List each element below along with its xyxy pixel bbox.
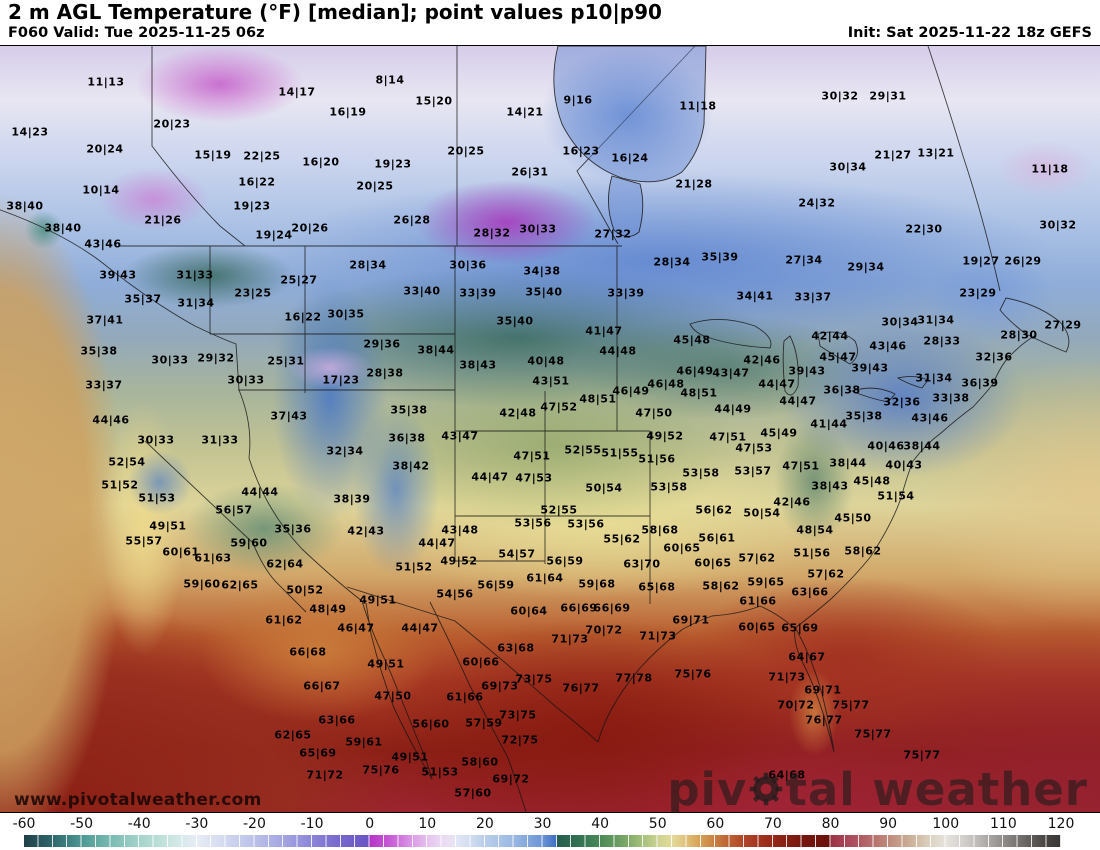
mb-on-border bbox=[576, 46, 696, 245]
colorbar-tick: 80 bbox=[821, 816, 840, 832]
colorbar-tick: -40 bbox=[127, 816, 151, 832]
colorbar-tick: -30 bbox=[185, 816, 209, 832]
colorbar-tick: 30 bbox=[533, 816, 552, 832]
valid-time: F060 Valid: Tue 2025-11-25 06z bbox=[8, 25, 265, 41]
page-title: 2 m AGL Temperature (°F) [median]; point… bbox=[8, 0, 662, 24]
ca-nv-border bbox=[144, 440, 307, 613]
colorbar-tick: 90 bbox=[879, 816, 898, 832]
header: 2 m AGL Temperature (°F) [median]; point… bbox=[0, 0, 1100, 45]
hudson-bay bbox=[553, 46, 707, 183]
us-mexico-border bbox=[346, 586, 599, 743]
lake-erie bbox=[850, 387, 896, 403]
colorbar-tick: 100 bbox=[932, 816, 960, 832]
colorbar-tick: 20 bbox=[475, 816, 494, 832]
init-time: Init: Sat 2025-11-22 18z GEFS bbox=[847, 25, 1092, 41]
colorbar-tick: 110 bbox=[990, 816, 1017, 832]
colorbar-tick: 60 bbox=[706, 816, 725, 832]
brand-text-pre: piv bbox=[667, 762, 748, 816]
lake-superior bbox=[689, 319, 772, 349]
pacific-coastline bbox=[0, 209, 433, 780]
colorbar: -60 -50 -40 -30 -20 -10 0 10 20 30 40 50 60 70 80 90 100… bbox=[0, 813, 1100, 850]
colorbar-tick: -10 bbox=[300, 816, 324, 832]
colorbar-tick: 40 bbox=[591, 816, 610, 832]
nova-scotia bbox=[999, 297, 1070, 353]
temperature-map bbox=[0, 45, 1100, 813]
colorbar-tick: 50 bbox=[648, 816, 667, 832]
colorbar-tick: -50 bbox=[70, 816, 94, 832]
gear-icon bbox=[748, 769, 784, 814]
mexico-west-coast bbox=[429, 601, 527, 813]
brand-text-post: tal weather bbox=[785, 762, 1088, 816]
watermark-site-url: www.pivotalweather.com bbox=[14, 790, 262, 810]
colorbar-tick: 70 bbox=[764, 816, 782, 832]
atlantic-coastline bbox=[794, 334, 1037, 629]
watermark-brand: piv tal weather bbox=[667, 766, 1088, 812]
geography-borders bbox=[0, 46, 1070, 813]
colorbar-tick: 0 bbox=[365, 816, 375, 832]
colorbar-tick: -20 bbox=[243, 816, 266, 832]
baja-gulf-coast bbox=[365, 602, 433, 780]
colorbar-bar bbox=[24, 835, 1061, 847]
lake-ontario bbox=[896, 375, 929, 389]
colorbar-tick: 120 bbox=[1047, 816, 1075, 832]
bc-ab-border bbox=[151, 46, 246, 247]
florida-coastline bbox=[759, 605, 835, 753]
lake-michigan bbox=[782, 335, 799, 396]
on-qc-border bbox=[927, 46, 1001, 292]
gulf-coastline bbox=[597, 605, 761, 743]
colorbar-tick: 10 bbox=[418, 816, 437, 832]
james-bay bbox=[608, 175, 644, 237]
colorbar-segment-separators bbox=[24, 835, 1061, 847]
colorbar-tick: -60 bbox=[12, 816, 36, 832]
lake-huron bbox=[817, 331, 859, 365]
